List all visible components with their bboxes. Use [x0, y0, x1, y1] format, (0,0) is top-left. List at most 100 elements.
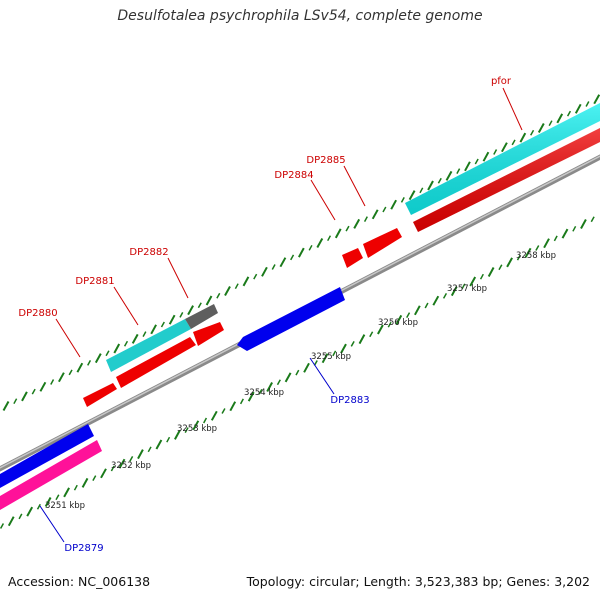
tick-mark: [266, 382, 273, 392]
tick-mark: [456, 168, 461, 174]
scale-label-3251: 3251 kbp: [45, 501, 85, 511]
tick-mark: [295, 369, 300, 376]
tick-mark: [535, 245, 540, 251]
gene-red-segment[interactable]: [116, 337, 196, 388]
gene-cyan-dp2881[interactable]: [106, 319, 191, 372]
reverse-strand-genes: [0, 287, 345, 510]
tick-mark: [308, 244, 313, 251]
tick-mark: [590, 216, 595, 223]
tick-mark: [26, 506, 34, 517]
tick-mark: [408, 190, 416, 201]
scale-label-3254: 3254 kbp: [244, 388, 284, 398]
gene-pink-dp2879[interactable]: [0, 440, 102, 510]
tick-mark: [73, 484, 78, 491]
tick-mark: [284, 372, 292, 383]
tick-mark: [363, 216, 368, 222]
tick-mark: [479, 273, 484, 280]
gene-blue-segment[interactable]: [0, 424, 94, 488]
tick-mark: [55, 494, 60, 501]
forward-strand-genes: [83, 103, 600, 407]
leader-dp2880: [55, 318, 81, 358]
gene-label-dp2880[interactable]: DP2880: [18, 308, 57, 319]
gene-blue-dp2883[interactable]: [237, 287, 345, 351]
tick-mark: [572, 225, 577, 232]
tick-mark: [31, 388, 36, 395]
tick-mark: [166, 436, 171, 443]
scale-label-3252: 3252 kbp: [111, 461, 151, 471]
tick-mark: [321, 353, 329, 364]
tick-mark: [160, 321, 165, 328]
gene-label-dp2884[interactable]: DP2884: [274, 170, 313, 181]
gene-shade: [405, 103, 600, 215]
tick-mark: [210, 410, 218, 421]
tick-mark: [142, 331, 147, 337]
accession-text: Accession: NC_006138: [8, 574, 151, 589]
tick-mark: [332, 350, 337, 357]
tick-mark: [76, 362, 84, 373]
inner-tick-marks: [0, 216, 595, 529]
gene-red-segment[interactable]: [193, 322, 224, 346]
tick-mark: [0, 523, 5, 529]
tick-mark: [174, 429, 181, 440]
tick-mark: [369, 331, 374, 338]
tick-mark: [197, 302, 202, 309]
gene-grey-dp2882[interactable]: [185, 304, 218, 329]
tick-mark: [537, 123, 545, 133]
tick-mark: [155, 439, 163, 450]
tick-mark: [382, 206, 387, 213]
gene-label-dp2883[interactable]: DP2883: [330, 395, 369, 406]
tick-mark: [13, 398, 18, 405]
scale-label-3255: 3255 kbp: [311, 352, 351, 362]
tick-mark: [290, 254, 295, 261]
tick-mark: [131, 333, 139, 344]
tick-mark: [345, 225, 350, 232]
scale-label-3253: 3253 kbp: [177, 424, 217, 434]
tick-mark: [224, 286, 231, 296]
tick-mark: [469, 276, 477, 287]
scale-label-3257: 3257 kbp: [447, 284, 487, 294]
gene-label-dp2881[interactable]: DP2881: [75, 276, 114, 287]
tick-mark: [137, 449, 144, 460]
gene-red-segment[interactable]: [83, 383, 117, 407]
gene-label-dp2879[interactable]: DP2879: [64, 543, 103, 554]
label-leader-lines: [39, 87, 523, 543]
tick-mark: [118, 458, 126, 469]
tick-mark: [258, 388, 263, 395]
tick-mark: [276, 379, 281, 386]
tick-mark: [168, 314, 176, 325]
tick-mark: [205, 295, 213, 306]
tick-mark: [406, 312, 411, 318]
tick-mark: [585, 101, 590, 107]
tick-mark: [371, 209, 379, 220]
tick-mark: [414, 305, 421, 316]
tick-mark: [203, 417, 208, 424]
gene-red-segment[interactable]: [363, 228, 402, 258]
tick-mark: [482, 151, 490, 162]
tick-mark: [92, 475, 97, 481]
gene-labels: DP2880 DP2881 DP2882 DP2884 DP2885 pfor …: [18, 76, 512, 554]
tick-mark: [432, 295, 440, 306]
tick-mark: [530, 129, 535, 136]
tick-mark: [279, 257, 287, 268]
tick-mark: [113, 343, 121, 354]
tick-mark: [566, 110, 572, 117]
tick-mark: [461, 283, 466, 290]
tick-mark: [524, 247, 532, 258]
tick-mark: [548, 120, 553, 127]
leader-dp2882: [167, 257, 189, 299]
gene-red-segment[interactable]: [342, 248, 363, 268]
tick-mark: [474, 158, 479, 165]
tick-mark: [192, 420, 200, 431]
tick-mark: [36, 503, 41, 510]
gene-label-pfor[interactable]: pfor: [491, 76, 512, 87]
leader-pfor: [502, 87, 523, 131]
gene-label-dp2885[interactable]: DP2885: [306, 155, 345, 166]
genome-stats-text: Topology: circular; Length: 3,523,383 bp…: [246, 574, 590, 589]
scale-labels: 3251 kbp 3252 kbp 3253 kbp 3254 kbp 3255…: [45, 251, 556, 511]
gene-label-dp2882[interactable]: DP2882: [129, 247, 168, 258]
tick-mark: [147, 446, 152, 453]
tick-mark: [516, 254, 521, 261]
tick-mark: [445, 170, 453, 181]
tick-mark: [58, 372, 65, 383]
